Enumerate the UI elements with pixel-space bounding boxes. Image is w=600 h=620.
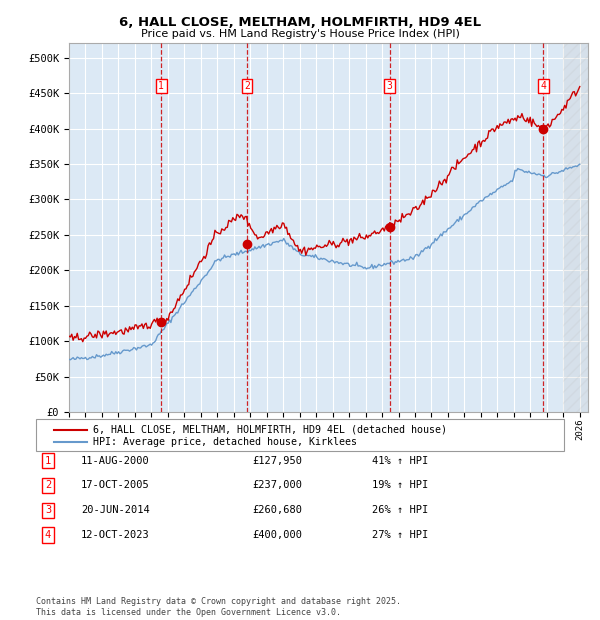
Text: 20-JUN-2014: 20-JUN-2014 <box>81 505 150 515</box>
Text: 4: 4 <box>45 530 51 540</box>
Text: 27% ↑ HPI: 27% ↑ HPI <box>372 530 428 540</box>
Text: 1: 1 <box>158 81 164 91</box>
Text: 12-OCT-2023: 12-OCT-2023 <box>81 530 150 540</box>
Text: £127,950: £127,950 <box>252 456 302 466</box>
Text: 3: 3 <box>387 81 393 91</box>
Text: 1: 1 <box>45 456 51 466</box>
Text: 11-AUG-2000: 11-AUG-2000 <box>81 456 150 466</box>
Text: 17-OCT-2005: 17-OCT-2005 <box>81 480 150 490</box>
Text: 4: 4 <box>540 81 546 91</box>
Text: 2: 2 <box>244 81 250 91</box>
Text: Price paid vs. HM Land Registry's House Price Index (HPI): Price paid vs. HM Land Registry's House … <box>140 29 460 39</box>
Text: £237,000: £237,000 <box>252 480 302 490</box>
Text: £260,680: £260,680 <box>252 505 302 515</box>
Bar <box>563 43 588 412</box>
Text: 41% ↑ HPI: 41% ↑ HPI <box>372 456 428 466</box>
Text: 6, HALL CLOSE, MELTHAM, HOLMFIRTH, HD9 4EL: 6, HALL CLOSE, MELTHAM, HOLMFIRTH, HD9 4… <box>119 16 481 29</box>
Text: 2: 2 <box>45 480 51 490</box>
Text: 6, HALL CLOSE, MELTHAM, HOLMFIRTH, HD9 4EL (detached house): 6, HALL CLOSE, MELTHAM, HOLMFIRTH, HD9 4… <box>93 425 447 435</box>
Text: 26% ↑ HPI: 26% ↑ HPI <box>372 505 428 515</box>
Text: £400,000: £400,000 <box>252 530 302 540</box>
Text: HPI: Average price, detached house, Kirklees: HPI: Average price, detached house, Kirk… <box>93 437 357 447</box>
Text: 3: 3 <box>45 505 51 515</box>
Text: Contains HM Land Registry data © Crown copyright and database right 2025.
This d: Contains HM Land Registry data © Crown c… <box>36 598 401 617</box>
Text: 19% ↑ HPI: 19% ↑ HPI <box>372 480 428 490</box>
